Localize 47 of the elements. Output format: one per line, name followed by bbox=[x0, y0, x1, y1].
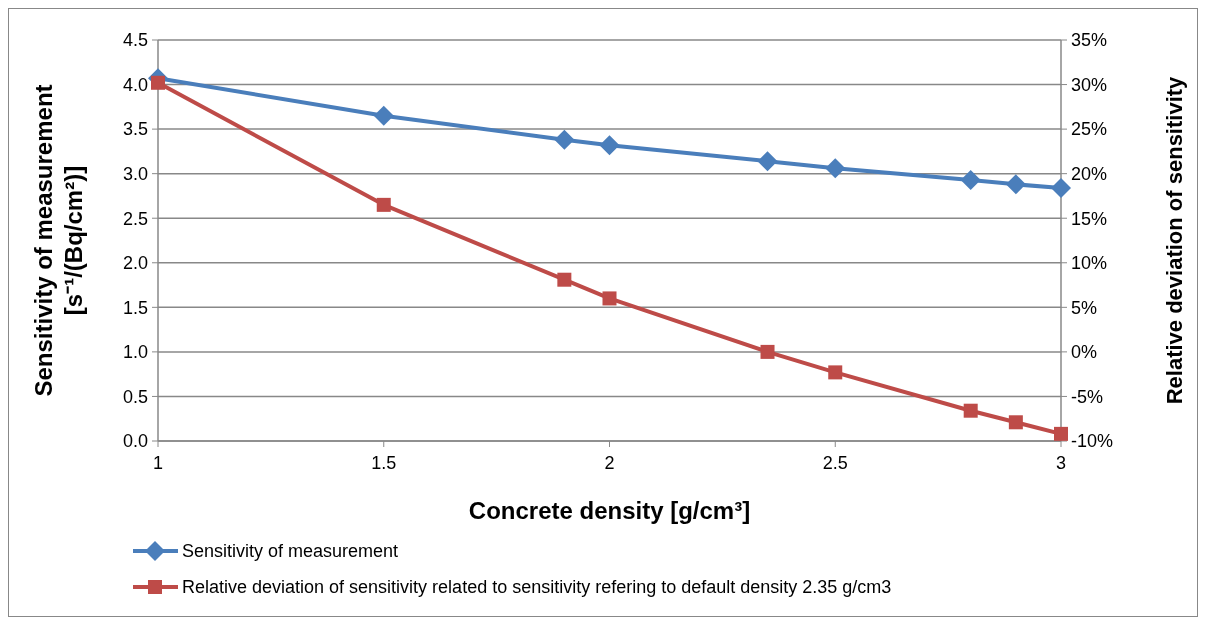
y-tick-label: 1.0 bbox=[122, 342, 148, 363]
y-tick-label: 4.0 bbox=[122, 74, 148, 95]
legend-label: Relative deviation of sensitivity related to sensitivity refering to default density 2.35 g/cm3 bbox=[182, 577, 892, 598]
y2-axis-title: Relative deviation of sensitivity bbox=[1162, 75, 1187, 405]
x-axis-title: Concrete density [g/cm³] bbox=[468, 497, 751, 524]
y-tick-label: 0.0 bbox=[122, 431, 148, 452]
y-tick-label: 3.5 bbox=[122, 119, 148, 140]
y2-tick-label: -5% bbox=[1071, 386, 1104, 407]
y2-tick-label: 20% bbox=[1071, 163, 1108, 184]
point bbox=[825, 158, 846, 179]
y2-tick-label: 30% bbox=[1071, 74, 1108, 95]
point bbox=[760, 344, 775, 359]
point bbox=[373, 105, 394, 126]
y2-tick-label: 5% bbox=[1071, 297, 1098, 318]
point bbox=[599, 135, 620, 156]
y2-tick-label: 15% bbox=[1071, 208, 1108, 229]
point bbox=[376, 197, 391, 212]
y2-tick-label: -10% bbox=[1071, 431, 1114, 452]
point bbox=[828, 365, 843, 380]
x-tick-label: 1 bbox=[152, 453, 164, 473]
y2-tick-label: 10% bbox=[1071, 253, 1108, 274]
point bbox=[554, 129, 575, 150]
point bbox=[1008, 415, 1023, 430]
point bbox=[151, 75, 165, 90]
y-tick-label: 3.0 bbox=[122, 163, 148, 184]
point bbox=[602, 291, 617, 306]
x-tick-label: 1.5 bbox=[371, 453, 397, 473]
legend-label: Sensitivity of measurement bbox=[182, 541, 399, 562]
y-tick-label: 4.5 bbox=[122, 30, 148, 51]
y-tick-label: 2.5 bbox=[122, 208, 148, 229]
point bbox=[557, 272, 572, 287]
y-tick-label: 0.5 bbox=[122, 386, 148, 407]
point bbox=[1005, 174, 1026, 195]
x-tick-label: 3 bbox=[1055, 453, 1067, 473]
y-tick-label: 2.0 bbox=[122, 253, 148, 274]
y-axis-title: Sensitivity of measurement [s⁻¹/(Bq/cm²)] bbox=[30, 84, 87, 397]
point bbox=[1051, 177, 1071, 198]
point bbox=[963, 403, 978, 418]
y2-tick-label: 35% bbox=[1071, 30, 1108, 51]
y-tick-label: 1.5 bbox=[122, 297, 148, 318]
y2-tick-label: 0% bbox=[1071, 342, 1098, 363]
point bbox=[960, 169, 981, 190]
x-tick-label: 2.5 bbox=[822, 453, 848, 473]
y2-tick-label: 25% bbox=[1071, 119, 1108, 140]
point bbox=[757, 151, 778, 172]
point bbox=[1054, 426, 1068, 441]
x-tick-label: 2 bbox=[604, 453, 615, 473]
